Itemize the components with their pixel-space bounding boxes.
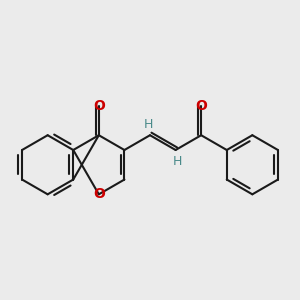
Text: O: O: [195, 99, 207, 113]
Text: O: O: [93, 187, 105, 201]
Text: H: H: [144, 118, 153, 130]
Text: H: H: [172, 155, 182, 168]
Text: O: O: [93, 99, 105, 113]
